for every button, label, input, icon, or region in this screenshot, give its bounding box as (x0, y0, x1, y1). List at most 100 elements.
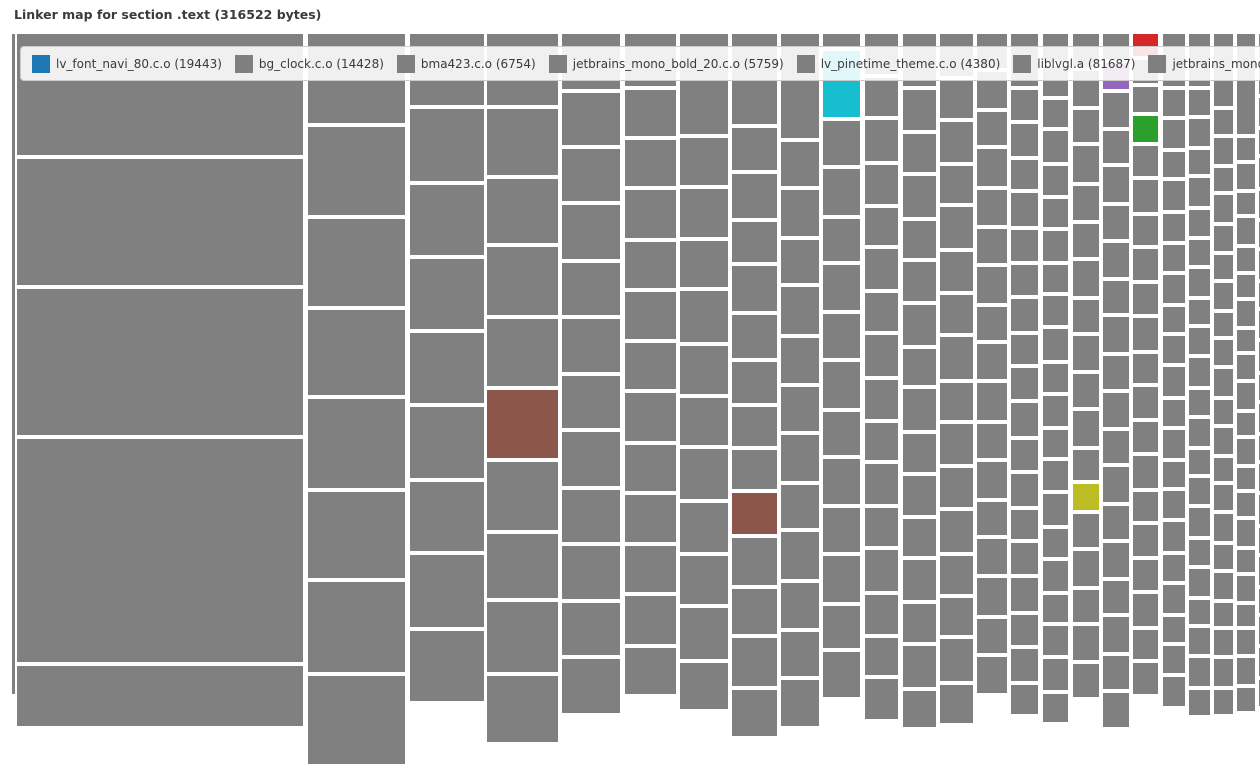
treemap-cell (1043, 561, 1068, 591)
treemap-cell (1214, 400, 1233, 424)
treemap-cell (625, 140, 676, 186)
treemap-cell (865, 78, 898, 116)
treemap-cell-brown (487, 390, 558, 458)
treemap-cell (1073, 626, 1099, 660)
treemap-cell (732, 315, 777, 358)
treemap-cell (487, 319, 558, 386)
treemap-cell (1011, 543, 1038, 574)
treemap-cell (1189, 450, 1210, 474)
treemap-cell (1214, 514, 1233, 541)
treemap-cell (977, 578, 1007, 615)
treemap-cell (1011, 403, 1038, 436)
treemap-cell (1237, 439, 1255, 464)
treemap-cell (680, 556, 728, 604)
treemap-cell (487, 109, 558, 175)
treemap-cell (1133, 387, 1158, 418)
treemap-cell (732, 222, 777, 262)
treemap-cell (1237, 248, 1255, 271)
treemap-cell (308, 127, 405, 215)
treemap-cell (823, 265, 860, 310)
treemap-cell (1189, 90, 1210, 115)
treemap-cell (1043, 329, 1068, 360)
treemap-cell (487, 462, 558, 530)
treemap-cell (977, 383, 1007, 420)
treemap-cell (977, 112, 1007, 145)
treemap-cell (1133, 560, 1158, 590)
treemap-cell (732, 450, 777, 489)
treemap-cell (940, 122, 973, 162)
treemap-cell (732, 174, 777, 218)
legend-swatch-icon (548, 54, 567, 73)
treemap-cell (680, 449, 728, 499)
treemap-cell (865, 638, 898, 675)
treemap-cell (1133, 249, 1158, 280)
treemap-cell (625, 495, 676, 542)
treemap-cell (487, 676, 558, 742)
treemap-cell (308, 219, 405, 306)
treemap-cell (781, 287, 819, 334)
treemap-cell (1163, 522, 1185, 551)
treemap-cell (487, 534, 558, 598)
treemap-cell (1103, 506, 1129, 539)
treemap-cell (1237, 550, 1255, 572)
legend-label: bma423.c.o (6754) (420, 56, 536, 71)
treemap-cell (410, 555, 484, 627)
legend-item: bg_clock.c.o (14428) (234, 54, 384, 73)
treemap-cell (903, 90, 936, 130)
treemap-cell (1237, 630, 1255, 654)
treemap-cell (1073, 374, 1099, 407)
treemap-cell (1043, 296, 1068, 325)
treemap-cell (562, 319, 620, 372)
treemap-cell (940, 556, 973, 594)
treemap-cell (865, 595, 898, 634)
treemap-cell (680, 291, 728, 342)
treemap-cell (1011, 474, 1038, 506)
treemap-cell (1043, 265, 1068, 292)
treemap-cell (625, 90, 676, 136)
treemap-cell (1103, 543, 1129, 577)
treemap-cell (1043, 231, 1068, 261)
treemap-cell (1237, 576, 1255, 601)
treemap-cell (865, 679, 898, 719)
treemap-cell (17, 666, 303, 726)
legend-label: jetbrains_mono_76.c.o (3321) (1172, 56, 1260, 71)
treemap-cell (823, 459, 860, 504)
treemap-cell (1163, 120, 1185, 148)
treemap-cell (1189, 478, 1210, 504)
treemap-cell (1214, 428, 1233, 454)
treemap-cell (1189, 658, 1210, 686)
treemap-cell (1214, 138, 1233, 164)
treemap-cell (977, 619, 1007, 653)
treemap-cell (410, 631, 484, 701)
treemap-cell (562, 376, 620, 428)
treemap-cell (1237, 164, 1255, 189)
treemap-cell (940, 424, 973, 464)
treemap-cell (625, 596, 676, 644)
treemap-cell (1214, 545, 1233, 569)
treemap-cell (562, 603, 620, 655)
treemap-cell (977, 424, 1007, 458)
treemap-cell (940, 468, 973, 507)
treemap-cell (903, 476, 936, 515)
treemap-cell (1189, 358, 1210, 386)
treemap-cell (1189, 390, 1210, 415)
treemap-cell (1043, 131, 1068, 162)
treemap-cell (903, 262, 936, 301)
treemap-cell (562, 432, 620, 486)
treemap-cell (940, 166, 973, 203)
treemap-cell (940, 685, 973, 723)
treemap-cell (1163, 646, 1185, 673)
treemap-cell (1189, 150, 1210, 174)
treemap-cell (625, 242, 676, 288)
treemap-cell (1133, 630, 1158, 659)
treemap-cell (823, 556, 860, 602)
treemap-cell (487, 247, 558, 315)
treemap-cell (1237, 468, 1255, 489)
treemap-cell (1133, 663, 1158, 694)
treemap-cell (1237, 355, 1255, 379)
treemap-cell (781, 583, 819, 628)
treemap-cell (1011, 510, 1038, 539)
treemap-cell (903, 305, 936, 345)
treemap-cell (1237, 193, 1255, 214)
treemap-cell (1011, 649, 1038, 681)
